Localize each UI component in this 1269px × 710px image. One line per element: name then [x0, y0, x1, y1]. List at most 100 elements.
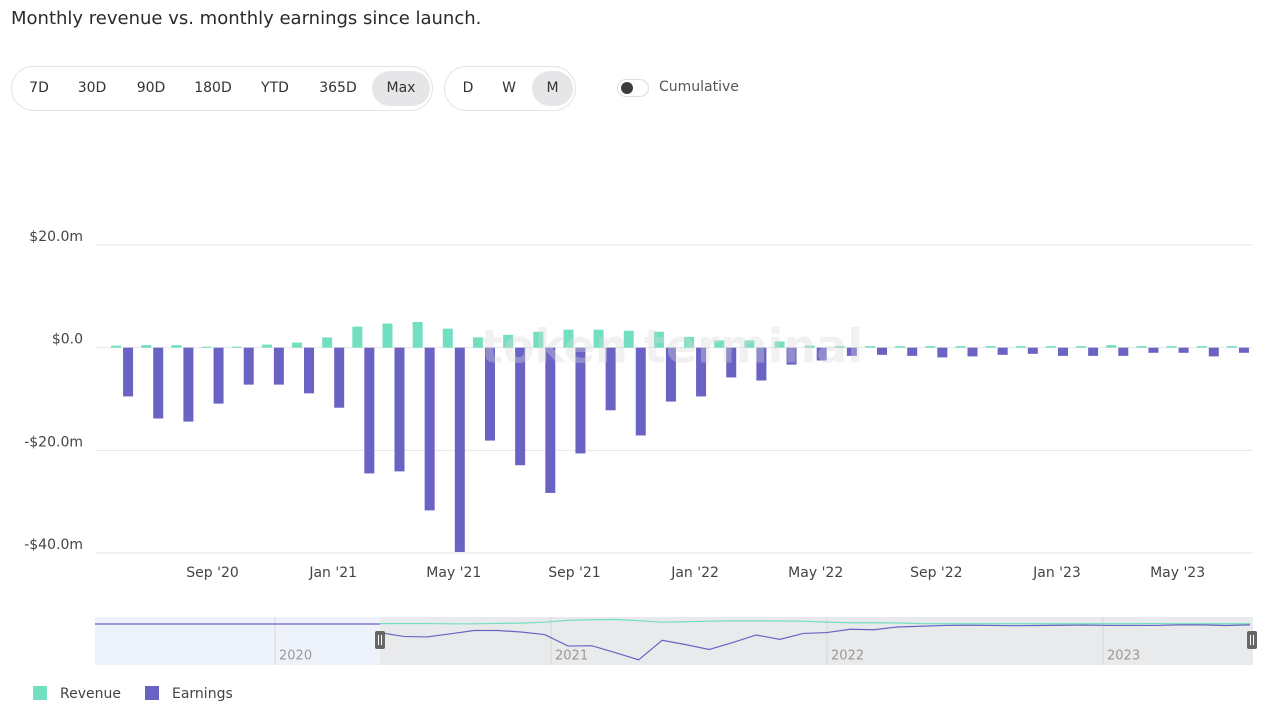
- bar: [1166, 346, 1177, 348]
- bar: [183, 347, 194, 422]
- bar: [605, 347, 616, 411]
- bar: [412, 322, 423, 348]
- bar: [533, 331, 544, 348]
- bar: [141, 345, 152, 348]
- bar: [454, 347, 465, 552]
- range-button[interactable]: YTD: [261, 80, 289, 96]
- granularity-button[interactable]: M: [532, 71, 573, 106]
- navigator-label: 2021: [555, 649, 588, 664]
- bar: [1045, 346, 1056, 348]
- bar: [1057, 347, 1068, 356]
- bar: [635, 347, 646, 436]
- y-tick-label: -$40.0m: [24, 537, 83, 553]
- bar: [665, 347, 676, 402]
- cumulative-toggle[interactable]: [617, 79, 649, 97]
- range-button[interactable]: 30D: [77, 80, 107, 96]
- watermark: token terminal: [481, 320, 863, 374]
- bar: [394, 347, 405, 472]
- bar: [503, 334, 514, 348]
- bar: [563, 329, 574, 348]
- toggle-label: Cumulative: [659, 79, 739, 95]
- legend-swatch: [145, 686, 159, 700]
- navigator-unselected: [95, 617, 380, 665]
- bar: [1178, 347, 1189, 353]
- bar: [1238, 347, 1249, 353]
- bar: [925, 346, 936, 348]
- x-tick-label: May '23: [1150, 565, 1205, 581]
- bar: [1027, 347, 1038, 354]
- navigator-label: 2020: [279, 649, 312, 664]
- bar: [756, 347, 767, 381]
- bar: [623, 330, 634, 348]
- bar: [907, 347, 918, 356]
- y-tick-label: $0.0: [52, 332, 83, 348]
- bar: [382, 323, 393, 348]
- range-button[interactable]: 7D: [29, 80, 49, 96]
- bar: [816, 347, 827, 361]
- range-selector: 7D 30D 90D 180D YTD 365D Max: [11, 66, 433, 111]
- bar: [545, 347, 556, 493]
- range-button[interactable]: 180D: [194, 80, 232, 96]
- bar: [955, 346, 966, 348]
- bar: [593, 329, 604, 348]
- bar: [744, 340, 755, 348]
- bar: [846, 347, 857, 356]
- x-tick-label: Jan '21: [308, 565, 357, 581]
- navigator-handle[interactable]: [1247, 631, 1257, 649]
- navigator-line: [379, 624, 1251, 661]
- bar: [322, 337, 333, 348]
- bar: [364, 347, 375, 474]
- bar: [653, 331, 664, 348]
- bar: [334, 347, 345, 408]
- navigator-line: [379, 618, 1250, 625]
- toggle-knob: [621, 82, 633, 94]
- bar: [1106, 345, 1117, 348]
- bar: [201, 346, 212, 348]
- legend-label[interactable]: Earnings: [172, 686, 233, 702]
- bar: [1118, 347, 1129, 356]
- bar: [684, 336, 695, 348]
- range-button[interactable]: 365D: [319, 80, 357, 96]
- bar: [484, 347, 495, 441]
- y-tick-label: -$20.0m: [24, 434, 83, 450]
- x-tick-label: Jan '22: [670, 565, 719, 581]
- bar: [997, 347, 1008, 355]
- bar: [937, 347, 948, 358]
- bar: [865, 346, 876, 348]
- x-tick-label: Sep '22: [910, 565, 963, 581]
- granularity-selector: D W M: [444, 66, 576, 111]
- x-tick-label: Jan '23: [1032, 565, 1081, 581]
- bar: [1136, 346, 1147, 348]
- bar: [696, 347, 707, 397]
- bar: [352, 326, 363, 348]
- bar: [804, 345, 815, 348]
- bar: [273, 347, 284, 385]
- granularity-button[interactable]: D: [462, 80, 474, 96]
- bar: [442, 328, 453, 348]
- legend-label[interactable]: Revenue: [60, 686, 121, 702]
- bar: [243, 347, 254, 385]
- navigator-handle[interactable]: [375, 631, 385, 649]
- bar: [1088, 347, 1099, 356]
- bar: [213, 347, 224, 404]
- legend-swatch: [33, 686, 47, 700]
- bar: [1148, 347, 1159, 353]
- range-button[interactable]: 90D: [136, 80, 166, 96]
- navigator-label: 2022: [831, 649, 864, 664]
- bar: [1196, 346, 1207, 348]
- granularity-button[interactable]: W: [502, 80, 516, 96]
- bar: [895, 346, 906, 348]
- x-tick-label: Sep '20: [186, 565, 239, 581]
- bar: [424, 347, 435, 511]
- bar: [153, 347, 164, 419]
- range-button[interactable]: Max: [372, 71, 430, 106]
- bar: [877, 347, 888, 355]
- chart-title: Monthly revenue vs. monthly earnings sin…: [11, 8, 482, 29]
- bar: [304, 347, 315, 394]
- x-tick-label: May '21: [426, 565, 481, 581]
- bar: [786, 347, 797, 365]
- bar: [261, 344, 272, 348]
- bar: [1208, 347, 1219, 357]
